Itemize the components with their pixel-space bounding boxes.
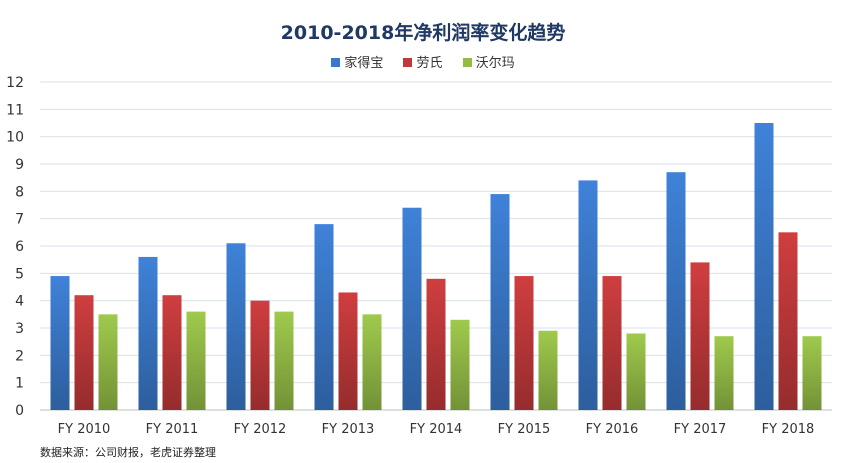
y-tick-label: 8 — [15, 184, 24, 200]
bar-沃尔玛-FY 2013 — [362, 314, 382, 410]
x-tick-label: FY 2011 — [146, 422, 199, 437]
x-tick-label: FY 2012 — [234, 422, 287, 437]
bar-家得宝-FY 2012 — [226, 243, 246, 410]
y-tick-label: 2 — [15, 348, 24, 364]
bar-家得宝-FY 2011 — [138, 256, 158, 410]
x-tick-label: FY 2018 — [762, 422, 815, 437]
source-note: 数据来源：公司财报，老虎证券整理 — [40, 446, 216, 459]
y-tick-label: 12 — [6, 75, 24, 91]
bar-劳氏-FY 2016 — [602, 276, 622, 410]
y-tick-label: 10 — [6, 130, 24, 146]
legend-item-1: 劳氏 — [403, 52, 443, 71]
bar-家得宝-FY 2013 — [314, 224, 334, 410]
bar-劳氏-FY 2011 — [162, 295, 182, 410]
legend-label-0: 家得宝 — [344, 56, 384, 71]
bar-家得宝-FY 2018 — [754, 123, 774, 410]
y-tick-label: 3 — [15, 321, 24, 337]
bar-劳氏-FY 2018 — [778, 232, 798, 410]
bar-沃尔玛-FY 2014 — [450, 319, 470, 410]
x-tick-label: FY 2013 — [322, 422, 375, 437]
bar-沃尔玛-FY 2017 — [714, 336, 734, 410]
bar-沃尔玛-FY 2018 — [802, 336, 822, 410]
bar-家得宝-FY 2016 — [578, 180, 598, 410]
legend-label-1: 劳氏 — [416, 56, 443, 71]
x-tick-label: FY 2015 — [498, 422, 551, 437]
y-tick-label: 5 — [15, 266, 24, 282]
bar-家得宝-FY 2017 — [666, 172, 686, 410]
y-tick-label: 9 — [15, 157, 24, 173]
y-tick-label: 0 — [15, 403, 24, 419]
bar-劳氏-FY 2014 — [426, 278, 446, 410]
legend-swatch-0 — [331, 58, 341, 67]
legend-swatch-1 — [403, 58, 413, 67]
chart-title: 2010-2018年净利润率变化趋势 — [280, 22, 566, 44]
bar-沃尔玛-FY 2015 — [538, 330, 558, 410]
bar-沃尔玛-FY 2010 — [98, 314, 118, 410]
bar-劳氏-FY 2013 — [338, 292, 358, 410]
bar-沃尔玛-FY 2012 — [274, 311, 294, 410]
legend-item-2: 沃尔玛 — [462, 52, 515, 71]
bar-家得宝-FY 2014 — [402, 207, 422, 410]
x-tick-label: FY 2014 — [410, 422, 463, 437]
bar-沃尔玛-FY 2011 — [186, 311, 206, 410]
y-tick-label: 11 — [6, 102, 24, 118]
y-tick-label: 1 — [15, 376, 24, 392]
x-tick-label: FY 2010 — [58, 422, 111, 437]
bar-沃尔玛-FY 2016 — [626, 333, 646, 410]
legend-item-0: 家得宝 — [331, 52, 383, 71]
bar-劳氏-FY 2017 — [690, 262, 710, 410]
x-tick-label: FY 2017 — [674, 422, 727, 437]
legend-swatch-2 — [462, 58, 472, 67]
legend: 家得宝 劳氏 沃尔玛 — [0, 52, 846, 71]
legend-label-2: 沃尔玛 — [475, 56, 515, 71]
bar-劳氏-FY 2012 — [250, 300, 270, 410]
bar-劳氏-FY 2015 — [514, 276, 534, 410]
bar-家得宝-FY 2015 — [490, 194, 510, 410]
y-tick-label: 4 — [15, 294, 24, 310]
bar-劳氏-FY 2010 — [74, 295, 94, 410]
bar-家得宝-FY 2010 — [50, 276, 70, 410]
x-tick-label: FY 2016 — [586, 422, 639, 437]
y-tick-label: 6 — [15, 239, 24, 255]
y-tick-label: 7 — [15, 212, 24, 228]
